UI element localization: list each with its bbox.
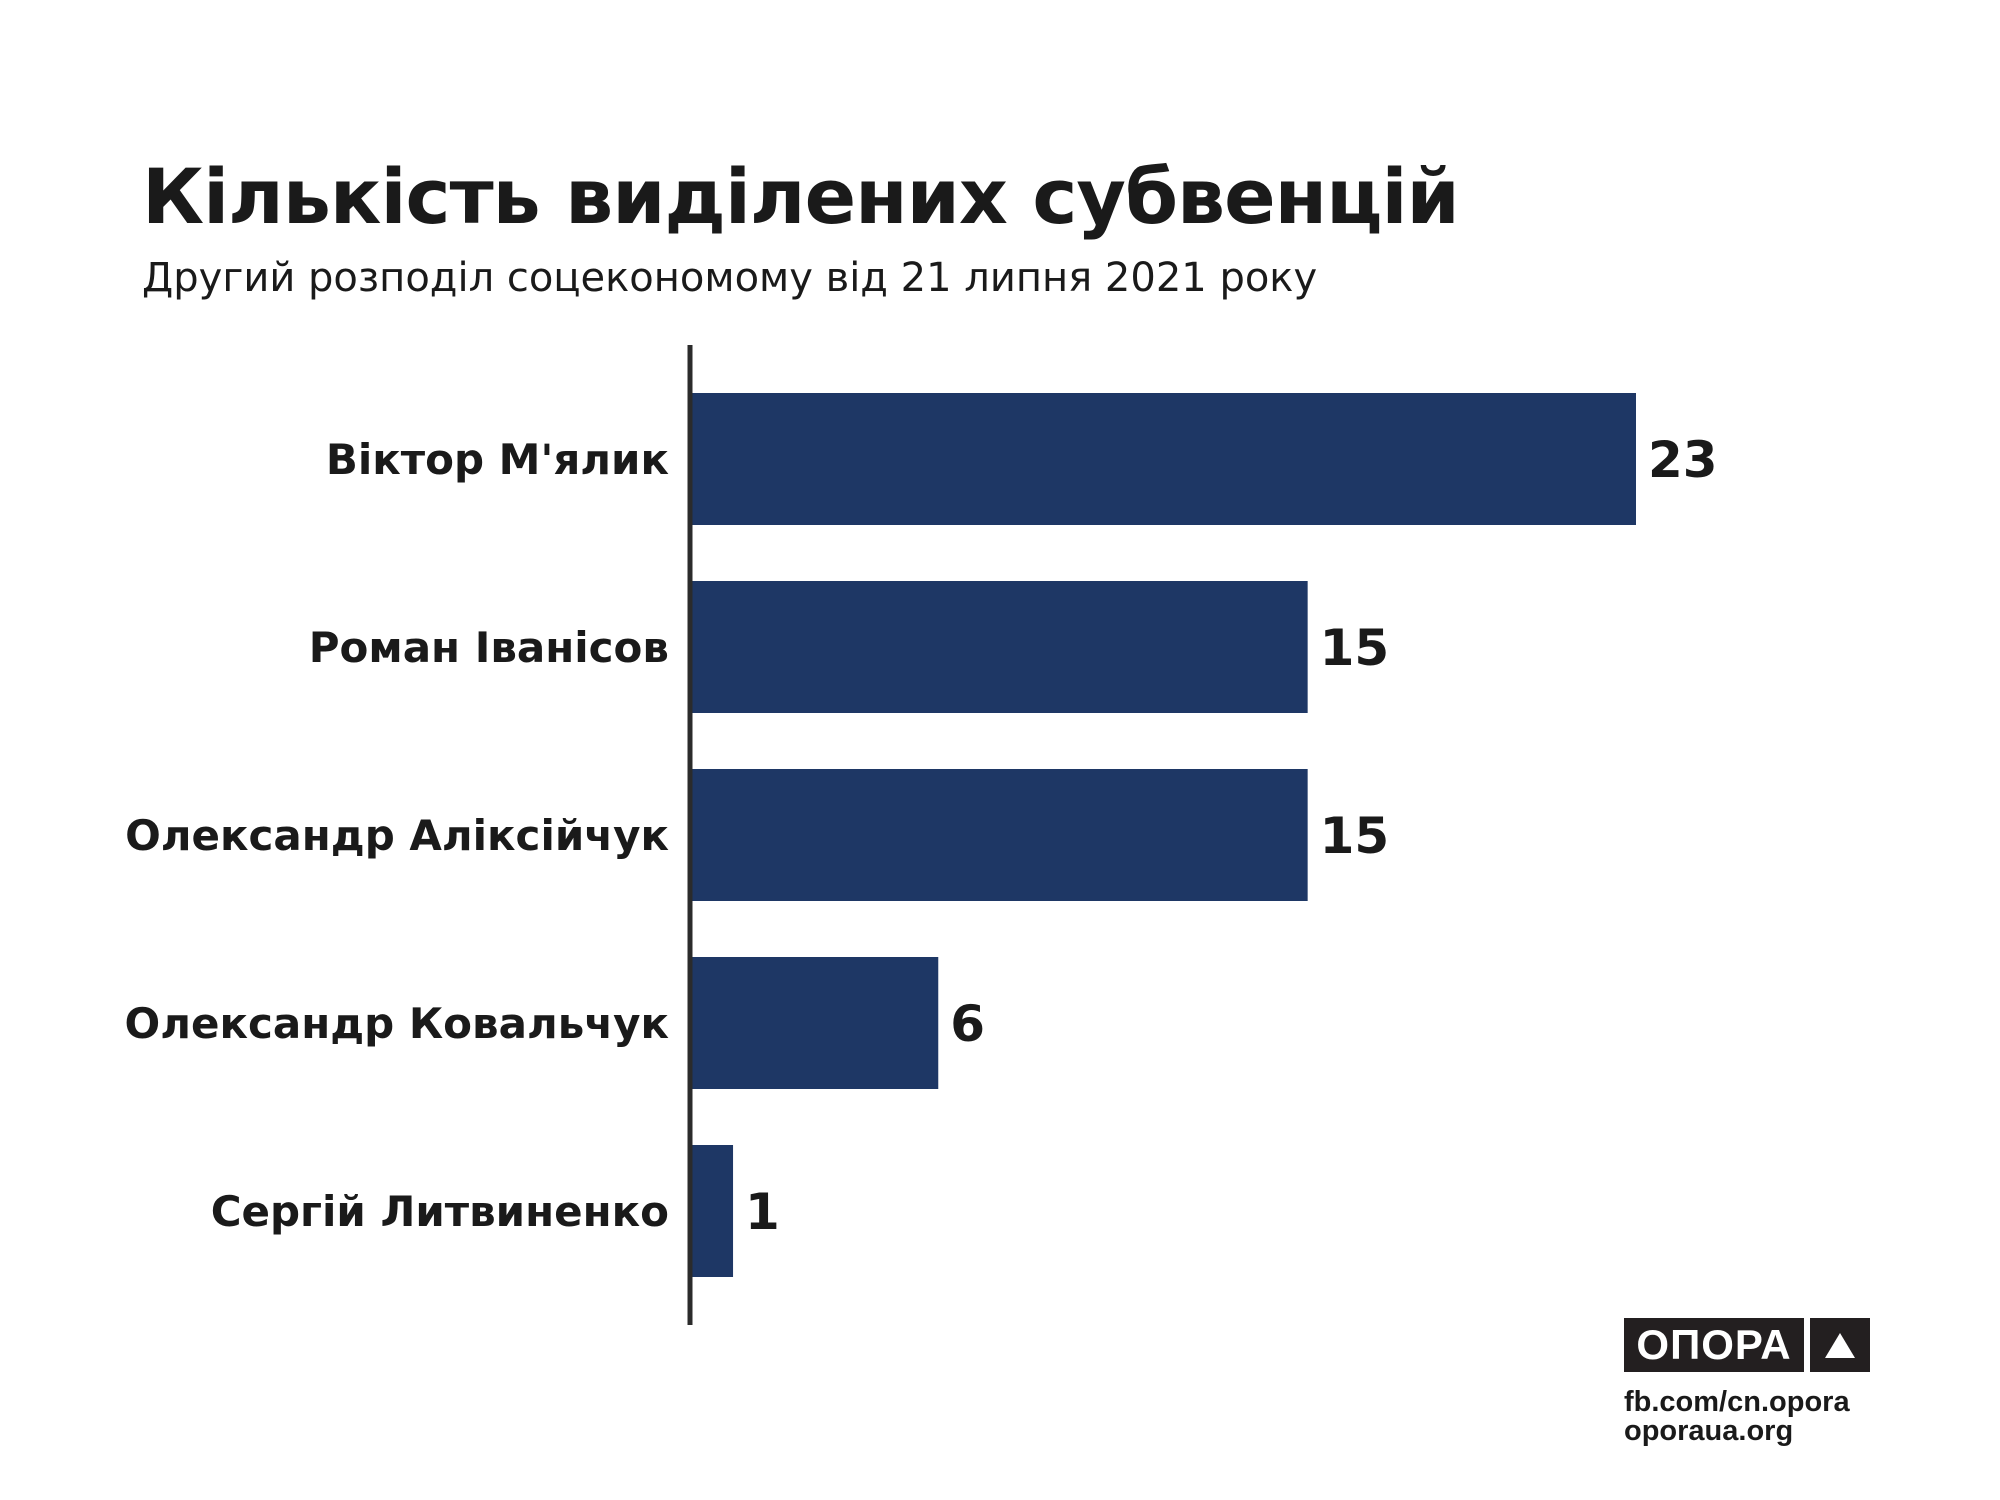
category-label: Олександр Ковальчук bbox=[125, 999, 669, 1048]
bar bbox=[692, 1145, 734, 1277]
bar bbox=[692, 581, 1308, 713]
bar bbox=[692, 393, 1636, 525]
logo-text: ОПОРА bbox=[1624, 1318, 1804, 1372]
website-link[interactable]: oporaua.org bbox=[1624, 1415, 1794, 1447]
data-label: 23 bbox=[1648, 431, 1718, 489]
category-label: Роман Іванісов bbox=[309, 623, 669, 672]
data-label: 15 bbox=[1320, 619, 1390, 677]
category-label: Сергій Литвиненко bbox=[211, 1187, 669, 1236]
category-label: Олександр Аліксійчук bbox=[125, 811, 669, 860]
triangle-icon bbox=[1810, 1318, 1870, 1372]
bar bbox=[692, 957, 939, 1089]
chart-subtitle: Другий розподіл соцекономому від 21 липн… bbox=[142, 255, 1318, 301]
category-label: Віктор М'ялик bbox=[326, 435, 669, 484]
chart-title: Кількість виділених субвенцій bbox=[142, 152, 1460, 241]
data-label: 15 bbox=[1320, 807, 1390, 865]
facebook-link[interactable]: fb.com/cn.opora bbox=[1624, 1386, 1850, 1418]
data-label: 6 bbox=[950, 995, 985, 1053]
bar bbox=[692, 769, 1308, 901]
data-label: 1 bbox=[745, 1183, 780, 1241]
